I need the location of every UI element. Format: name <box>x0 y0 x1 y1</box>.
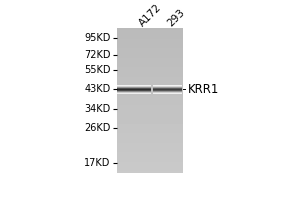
Text: 293: 293 <box>165 7 187 29</box>
Text: KRR1: KRR1 <box>188 83 219 96</box>
Text: 95KD: 95KD <box>84 33 111 43</box>
Text: 55KD: 55KD <box>84 65 111 75</box>
Text: 34KD: 34KD <box>85 104 111 114</box>
Text: 17KD: 17KD <box>84 158 111 168</box>
Text: 26KD: 26KD <box>84 123 111 133</box>
Text: A172: A172 <box>137 2 164 29</box>
Text: 72KD: 72KD <box>84 50 111 60</box>
Text: 43KD: 43KD <box>85 84 111 94</box>
